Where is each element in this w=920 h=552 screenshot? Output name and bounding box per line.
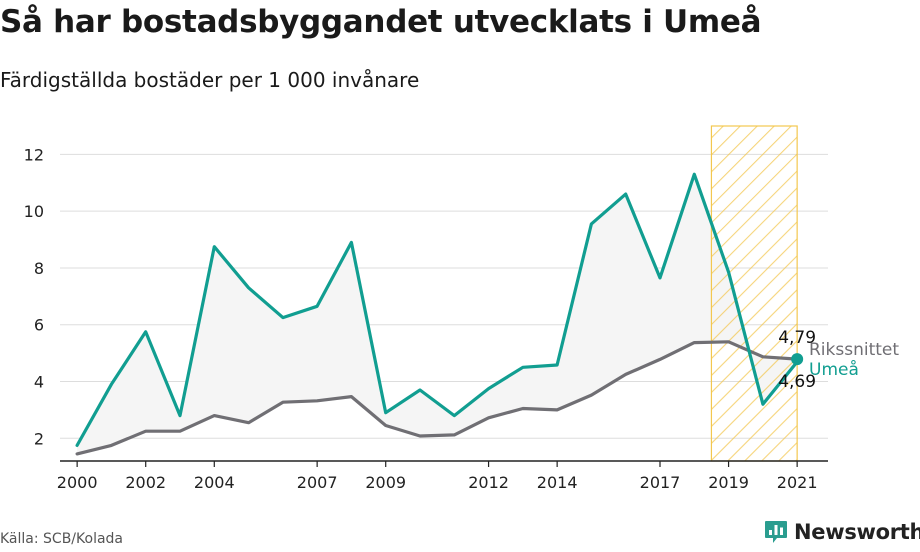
x-tick-label: 2004	[194, 473, 235, 492]
x-tick-label: 2012	[468, 473, 509, 492]
area-between-series	[77, 174, 798, 454]
x-tick-label: 2002	[125, 473, 166, 492]
chart-title: Så har bostadsbyggandet utvecklats i Ume…	[0, 4, 762, 40]
x-tick-label: 2017	[640, 473, 681, 492]
y-tick-label: 2	[34, 429, 44, 448]
brand-logo[interactable]: Newsworthy	[764, 520, 920, 544]
y-axis: 2 4 6 8 10 12	[24, 145, 44, 448]
end-value-rikssnittet: 4,79	[778, 328, 816, 348]
x-tick-label: 2000	[57, 473, 98, 492]
series-name-umea: Umeå	[809, 359, 859, 380]
x-tick-label: 2014	[537, 473, 578, 492]
y-tick-label: 10	[24, 202, 44, 221]
highlight-rect	[710, 125, 798, 462]
end-value-umea: 4,69	[778, 372, 816, 392]
y-tick-label: 8	[34, 259, 44, 278]
brand-name: Newsworthy	[794, 520, 920, 544]
series-line-rikssnittet	[75, 340, 799, 456]
series-lines	[75, 172, 799, 456]
y-tick-label: 4	[34, 373, 44, 392]
chart-subtitle: Färdigställda bostäder per 1 000 invånar…	[0, 68, 420, 92]
end-point	[791, 353, 804, 366]
x-tick-label: 2009	[365, 473, 406, 492]
y-tick-label: 6	[34, 316, 44, 335]
series-line-umea	[75, 172, 799, 447]
newsworthy-logo-icon	[765, 521, 787, 543]
series-name-rikssnittet: Rikssnittet	[809, 340, 899, 360]
x-tick-label: 2019	[708, 473, 749, 492]
highlight-period	[710, 125, 798, 462]
x-tick-label: 2007	[297, 473, 338, 492]
source-note: Källa: SCB/Kolada	[0, 531, 124, 547]
x-tick-label: 2021	[777, 473, 818, 492]
y-tick-label: 12	[24, 145, 44, 164]
x-axis: 2000 2002 2004 2007 2009 2012 2014 2017 2019 2021	[57, 460, 828, 492]
